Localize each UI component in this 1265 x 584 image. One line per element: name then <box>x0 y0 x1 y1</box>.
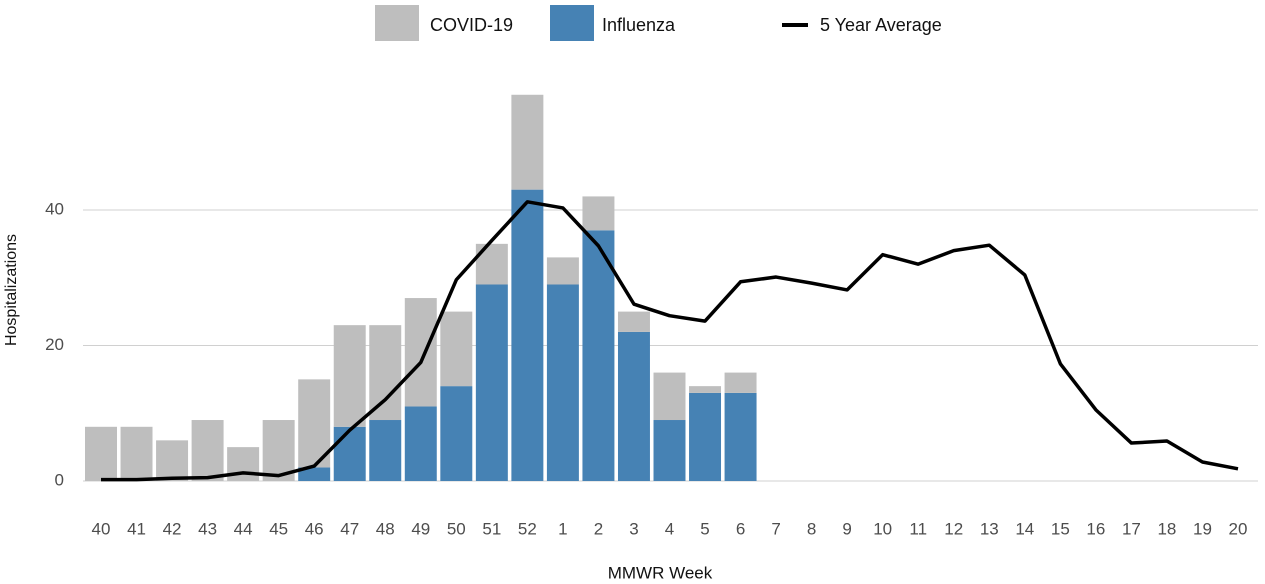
legend-label: Influenza <box>602 15 676 35</box>
x-tick-label: 43 <box>198 519 217 538</box>
x-tick-label: 48 <box>376 519 395 538</box>
bar <box>582 196 615 231</box>
legend-swatch <box>550 5 594 41</box>
x-tick-label: 41 <box>127 519 146 538</box>
bar <box>85 426 117 481</box>
bar <box>546 257 579 285</box>
x-tick-label: 17 <box>1122 519 1141 538</box>
bar <box>404 298 437 407</box>
bar <box>475 284 508 481</box>
bar <box>653 372 686 421</box>
bar <box>298 379 331 468</box>
bar <box>546 284 579 481</box>
x-tick-label: 40 <box>92 519 111 538</box>
bar <box>511 94 544 190</box>
bar <box>191 420 224 481</box>
bar <box>724 372 757 393</box>
x-tick-label: 49 <box>411 519 430 538</box>
x-tick-label: 11 <box>909 519 927 538</box>
legend-swatch <box>375 5 419 41</box>
legend-label: 5 Year Average <box>820 15 942 35</box>
bar <box>298 467 331 481</box>
bar <box>582 230 615 481</box>
bar <box>617 331 650 481</box>
x-tick-label: 42 <box>163 519 182 538</box>
bar <box>404 406 437 481</box>
x-tick-label: 18 <box>1157 519 1176 538</box>
x-tick-label: 19 <box>1193 519 1212 538</box>
bar <box>724 392 757 481</box>
x-tick-label: 20 <box>1229 519 1248 538</box>
y-tick-label: 20 <box>45 335 64 354</box>
bar <box>120 426 153 481</box>
bar <box>653 420 686 481</box>
x-tick-label: 12 <box>944 519 963 538</box>
y-tick-label: 0 <box>55 470 64 489</box>
y-axis-label: Hospitalizations <box>3 234 20 346</box>
x-axis-label: MMWR Week <box>608 563 713 582</box>
x-tick-label: 13 <box>980 519 999 538</box>
x-tick-label: 46 <box>305 519 324 538</box>
x-tick-label: 51 <box>482 519 501 538</box>
bar <box>333 426 366 481</box>
bar <box>156 440 189 481</box>
bar <box>617 311 650 332</box>
bar <box>689 392 722 481</box>
bar <box>440 311 473 387</box>
x-tick-label: 47 <box>340 519 359 538</box>
x-tick-label: 8 <box>807 519 816 538</box>
x-tick-label: 44 <box>234 519 253 538</box>
line <box>101 200 1239 482</box>
x-tick-label: 45 <box>269 519 288 538</box>
x-tick-label: 2 <box>594 519 603 538</box>
bar <box>262 420 295 481</box>
x-tick-label: 9 <box>842 519 851 538</box>
x-tick-label: 4 <box>665 519 674 538</box>
bar <box>511 189 544 481</box>
bar <box>475 243 508 285</box>
legend-label: COVID-19 <box>430 15 513 35</box>
y-tick-label: 40 <box>45 199 64 218</box>
x-tick-label: 7 <box>771 519 780 538</box>
x-tick-label: 10 <box>873 519 892 538</box>
x-tick-label: 15 <box>1051 519 1070 538</box>
bar <box>440 386 473 481</box>
bar <box>333 325 366 427</box>
bar <box>369 325 402 421</box>
x-tick-label: 3 <box>629 519 638 538</box>
x-tick-label: 50 <box>447 519 466 538</box>
bar <box>369 420 402 481</box>
x-tick-label: 14 <box>1015 519 1034 538</box>
x-tick-label: 16 <box>1086 519 1105 538</box>
x-tick-label: 5 <box>700 519 709 538</box>
x-tick-label: 52 <box>518 519 537 538</box>
x-tick-label: 1 <box>558 519 567 538</box>
bar <box>689 386 722 393</box>
x-tick-label: 6 <box>736 519 745 538</box>
